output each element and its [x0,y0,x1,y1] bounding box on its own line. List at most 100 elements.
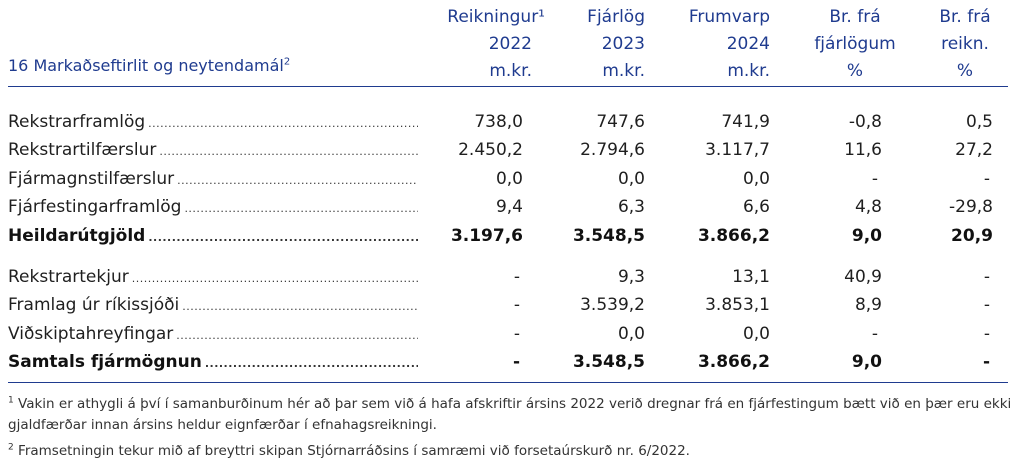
cell-value: 9,0 [851,352,882,372]
cell-value: 3.197,6 [450,226,523,246]
col-header-frumvarp: Frumvarp 2024 m.kr. [670,4,770,85]
dot-leader [184,193,418,223]
cell-value: - [871,169,878,189]
cell-value: -0,8 [848,112,882,132]
cell-value: - [513,324,520,344]
col-header-line: Fjárlög [587,7,645,27]
col-header-line: 2024 [726,34,770,54]
title-footnote-mark: 2 [283,56,291,68]
col-header-line: Frumvarp [688,7,770,27]
col-header-line: m.kr. [489,61,532,81]
cell-value: 13,1 [732,267,770,287]
footer-rule [8,382,1008,383]
col-header-line: reikn. [941,34,989,54]
cell-value: 0,5 [965,112,993,132]
table-row: Rekstrartilfærslur 2.450,2 2.794,6 3.117… [0,136,1024,164]
col-header-line: Reikningur¹ [447,7,545,27]
table-total-row: Heildarútgjöld 3.197,6 3.548,5 3.866,2 9… [0,222,1024,250]
col-header-fjarlog: Fjárlög 2023 m.kr. [560,4,645,85]
cell-value: 0,0 [617,169,645,189]
table-row: Viðskiptahreyfingar - 0,0 0,0 - - [0,320,1024,348]
cell-value: - [513,295,520,315]
row-label-text: Fjármagnstilfærslur [8,169,175,189]
row-label: Framlag úr ríkissjóði [8,291,418,321]
cell-value: 4,8 [854,197,882,217]
cell-value: 741,9 [721,112,770,132]
cell-value: 40,9 [844,267,882,287]
cell-value: 3.548,5 [572,352,645,372]
row-label: Samtals fjármögnun [8,348,418,378]
cell-value: 0,0 [742,169,770,189]
cell-value: 20,9 [951,226,993,246]
dot-leader [182,291,418,321]
footnote-text: Framsetningin tekur mið af breyttri skip… [18,443,690,459]
dot-leader [148,108,418,138]
col-header-line: Br. frá [829,7,881,27]
cell-value: -29,8 [949,197,993,217]
row-label-text: Framlag úr ríkissjóði [8,295,180,315]
row-label-text: Rekstrarframlög [8,112,146,132]
dot-leader [205,348,418,378]
cell-value: 2.450,2 [458,140,523,160]
cell-value: - [983,324,990,344]
dot-leader [132,263,418,293]
col-header-line: 2022 [488,34,532,54]
cell-value: - [871,324,878,344]
cell-value: 6,3 [617,197,645,217]
cell-value: 11,6 [844,140,882,160]
footnote-text: Vakin er athygli á því í samanburðinum h… [8,396,1012,433]
cell-value: 9,3 [617,267,645,287]
cell-value: 3.548,5 [572,226,645,246]
table-row: Rekstrarframlög 738,0 747,6 741,9 -0,8 0… [0,108,1024,136]
dot-leader [176,320,418,350]
row-label-text: Samtals fjármögnun [8,352,202,372]
col-header-reikningur: Reikningur¹ 2022 m.kr. [420,4,545,85]
col-header-line: % [956,61,974,81]
table-title: 16 Markaðseftirlit og neytendamál2 [8,56,290,75]
cell-value: - [983,267,990,287]
table-row: Fjármagnstilfærslur 0,0 0,0 0,0 - - [0,165,1024,193]
cell-value: 738,0 [474,112,523,132]
cell-value: 6,6 [742,197,770,217]
row-label: Viðskiptahreyfingar [8,320,418,350]
col-header-line: 2023 [601,34,645,54]
cell-value: - [982,352,990,372]
row-label-text: Heildarútgjöld [8,226,146,246]
row-label-text: Rekstrartilfærslur [8,140,157,160]
table-title-text: 16 Markaðseftirlit og neytendamál [8,56,284,75]
row-label-text: Rekstrartekjur [8,267,129,287]
footnote-mark: 1 [8,395,14,406]
cell-value: 3.539,2 [580,295,645,315]
cell-value: - [983,295,990,315]
footnote-1: 1 Vakin er athygli á því í samanburðinum… [8,394,1013,436]
footnote-mark: 2 [8,442,14,453]
col-header-line: fjárlögum [814,34,896,54]
cell-value: 3.866,2 [697,352,770,372]
cell-value: - [513,267,520,287]
cell-value: 3.853,1 [705,295,770,315]
col-header-line: m.kr. [602,61,645,81]
cell-value: 3.866,2 [697,226,770,246]
table-row: Rekstrartekjur - 9,3 13,1 40,9 - [0,263,1024,291]
row-label: Fjármagnstilfærslur [8,165,418,195]
cell-value: 9,0 [851,226,882,246]
cell-value: 747,6 [596,112,645,132]
col-header-br-reikn: Br. frá reikn. % [915,4,1015,85]
col-header-line: Br. frá [939,7,991,27]
cell-value: 27,2 [955,140,993,160]
row-label-text: Viðskiptahreyfingar [8,324,174,344]
cell-value: 0,0 [495,169,523,189]
dot-leader [159,136,418,166]
col-header-line: % [846,61,864,81]
row-label: Heildarútgjöld [8,222,418,252]
dot-leader [148,222,418,252]
row-label: Rekstrarframlög [8,108,418,138]
table-row: Fjárfestingarframlög 9,4 6,3 6,6 4,8 -29… [0,193,1024,221]
col-header-line: m.kr. [727,61,770,81]
col-header-br-fjarlogum: Br. frá fjárlögum % [800,4,910,85]
cell-value: 8,9 [854,295,882,315]
row-label: Rekstrartekjur [8,263,418,293]
row-label-text: Fjárfestingarframlög [8,197,182,217]
cell-value: 0,0 [617,324,645,344]
table-row: Framlag úr ríkissjóði - 3.539,2 3.853,1 … [0,291,1024,319]
